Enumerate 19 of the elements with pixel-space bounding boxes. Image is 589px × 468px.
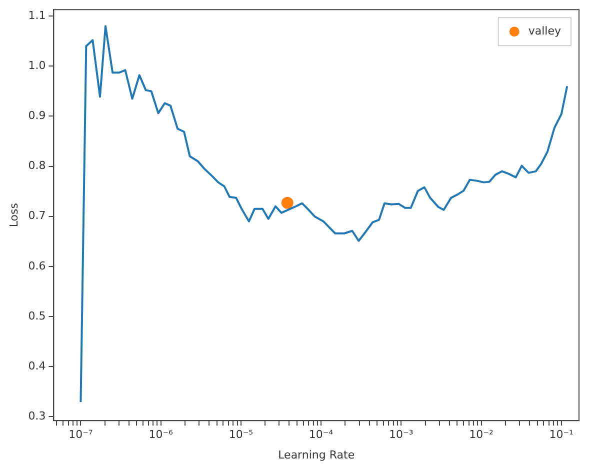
x-tick-label: 10⁻¹ xyxy=(549,428,574,442)
y-tick-label: 0.5 xyxy=(28,309,46,322)
y-tick-label: 0.9 xyxy=(28,109,46,122)
y-tick-label: 0.4 xyxy=(28,359,46,372)
y-tick-label: 0.3 xyxy=(28,409,46,422)
x-tick-label: 10⁻⁷ xyxy=(68,428,93,442)
y-tick-label: 1.0 xyxy=(28,59,46,72)
x-tick-label: 10⁻⁵ xyxy=(228,428,254,442)
y-tick-label: 0.6 xyxy=(28,259,46,272)
y-tick-label: 1.1 xyxy=(28,8,46,22)
y-tick-label: 0.8 xyxy=(28,159,46,172)
x-tick-label: 10⁻⁴ xyxy=(308,428,334,442)
y-tick-label: 0.7 xyxy=(28,209,46,222)
legend-label: valley xyxy=(528,24,562,38)
x-axis-title: Learning Rate xyxy=(278,448,355,462)
x-tick-label: 10⁻² xyxy=(469,428,494,442)
x-tick-label: 10⁻⁶ xyxy=(148,428,174,442)
y-axis-title: Loss xyxy=(7,202,20,228)
x-tick-label: 10⁻³ xyxy=(389,428,414,442)
